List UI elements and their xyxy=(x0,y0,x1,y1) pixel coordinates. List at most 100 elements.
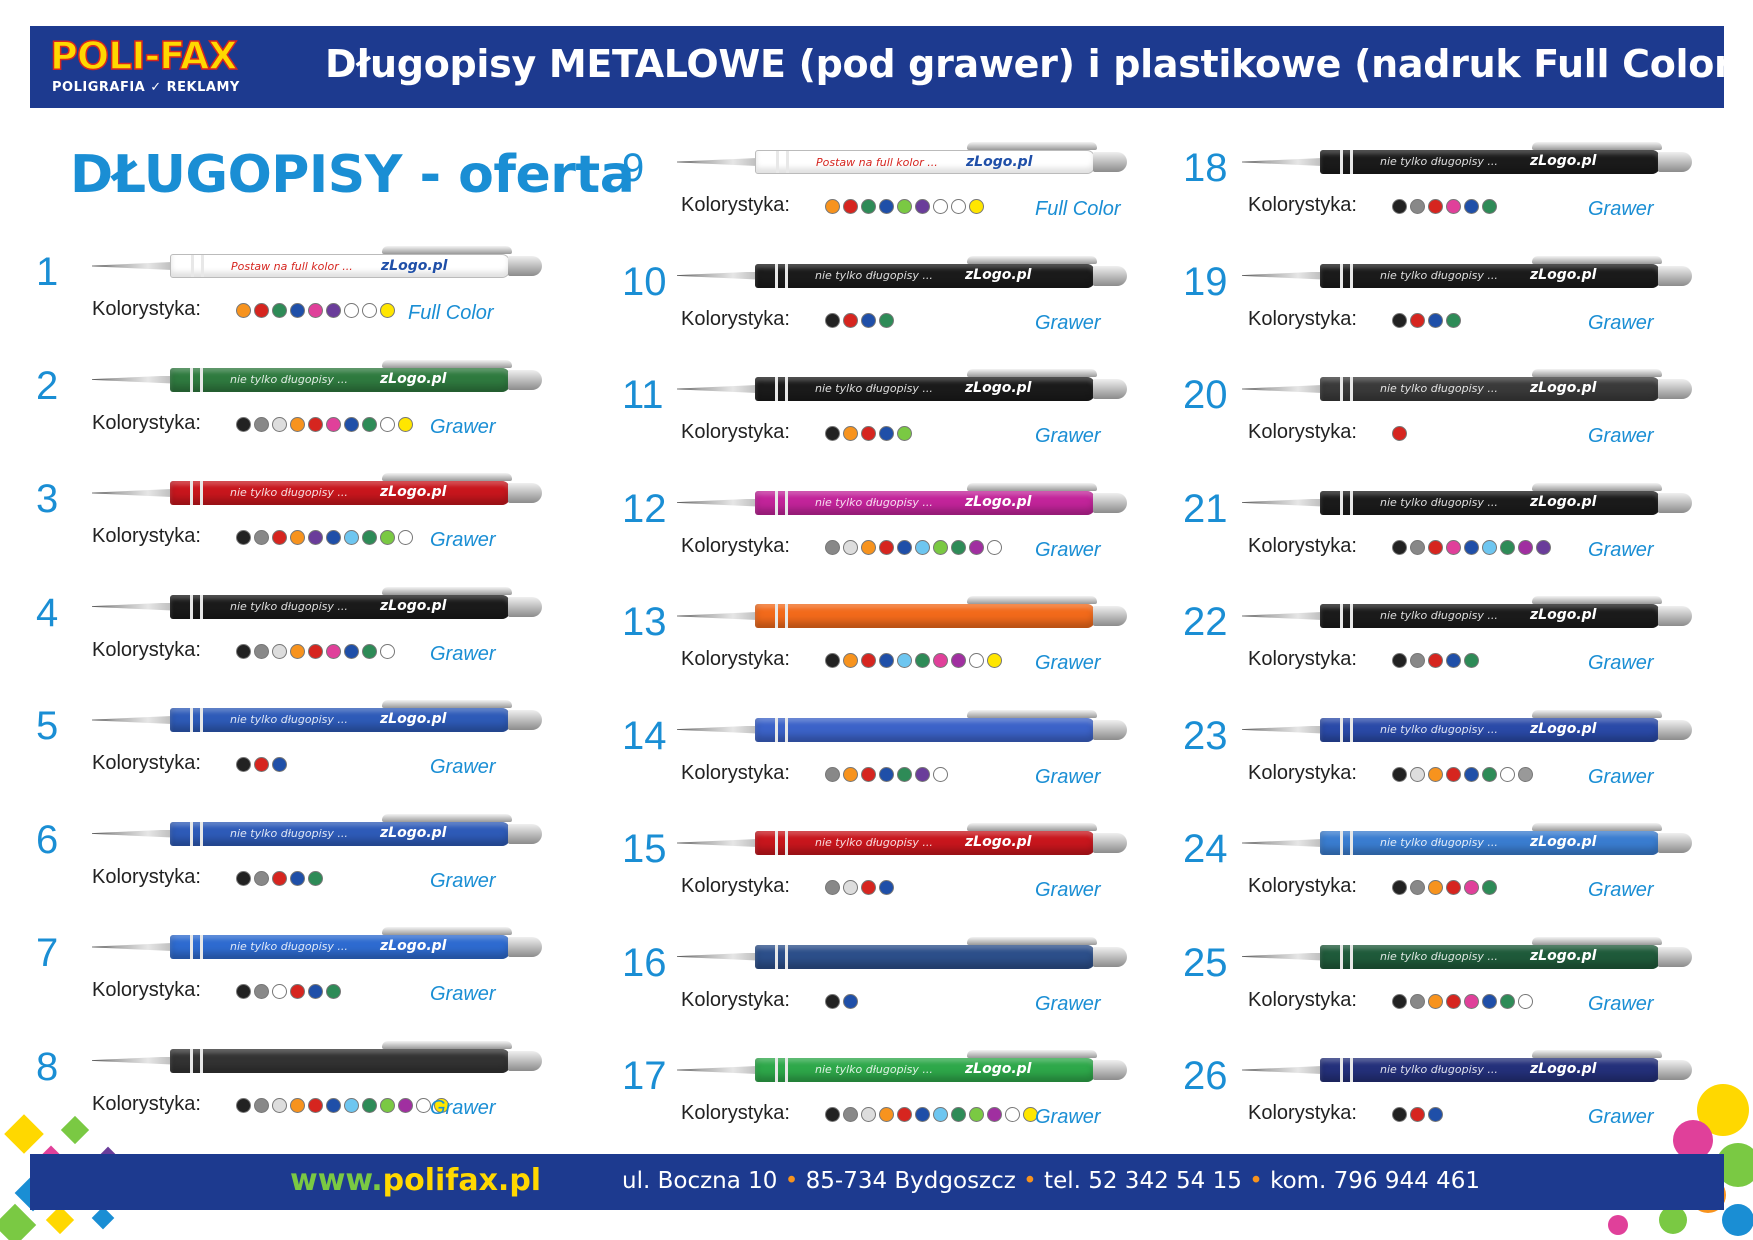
pen-logo-text: zLogo.pl xyxy=(1530,947,1597,964)
color-swatch xyxy=(825,653,840,668)
color-swatch xyxy=(861,539,876,555)
color-swatch xyxy=(344,1097,359,1113)
color-swatch xyxy=(951,653,966,668)
color-swatch xyxy=(1392,653,1407,668)
color-swatch xyxy=(398,1097,413,1113)
pen-ring xyxy=(1340,263,1343,288)
color-swatch xyxy=(1446,199,1461,214)
item-number: 8 xyxy=(36,1044,59,1089)
pen-barrel: Postaw na full kolor ... zLogo.pl xyxy=(170,254,510,278)
print-method: Grawer xyxy=(1588,992,1654,1015)
pen-image: nie tylko długopisy ... zLogo.pl xyxy=(92,700,552,734)
item-number: 11 xyxy=(622,373,664,417)
color-swatch xyxy=(1428,653,1443,668)
pen-barrel: nie tylko długopisy ... zLogo.pl xyxy=(1320,717,1660,742)
pen-clip xyxy=(1532,936,1662,945)
color-swatches xyxy=(825,312,894,328)
print-method: Grawer xyxy=(1588,311,1654,334)
print-method: Grawer xyxy=(1588,879,1654,901)
pen-clip xyxy=(967,1050,1097,1058)
color-swatch xyxy=(272,984,287,999)
print-method: Full Color xyxy=(408,302,494,324)
color-swatch xyxy=(326,643,341,659)
color-swatch xyxy=(879,653,894,668)
color-swatch xyxy=(254,1097,269,1113)
pen-image: nie tylko długopisy ... zLogo.pl xyxy=(92,813,552,848)
print-method: Grawer xyxy=(430,1096,496,1119)
pen-engraving-text: nie tylko długopisy ... xyxy=(1380,722,1498,736)
pen-tip xyxy=(92,602,172,611)
pen-item: 16 Kolorystyka: Grawer xyxy=(615,913,1175,1023)
separator-dot: • xyxy=(784,1168,799,1194)
color-swatch xyxy=(1392,1107,1407,1122)
item-number: 6 xyxy=(36,817,59,862)
pen-barrel: nie tylko długopisy ... zLogo.pl xyxy=(755,1058,1095,1082)
pen-clip xyxy=(967,482,1097,491)
pen-image: nie tylko długopisy ... zLogo.pl xyxy=(1242,823,1702,857)
color-swatch xyxy=(825,993,840,1009)
color-swatch xyxy=(879,1107,894,1122)
pen-ring xyxy=(1340,1058,1343,1082)
pen-ring xyxy=(775,263,778,288)
pen-logo-text: zLogo.pl xyxy=(380,597,447,614)
color-swatch xyxy=(1392,539,1407,555)
color-swatch xyxy=(1392,426,1407,441)
pen-engraving-text: nie tylko długopisy ... xyxy=(230,940,348,953)
street-address: ul. Boczna 10 xyxy=(622,1168,778,1194)
color-swatch xyxy=(362,416,377,432)
pen-ring xyxy=(775,490,778,515)
color-swatch xyxy=(861,312,876,328)
pen-barrel: nie tylko długopisy ... zLogo.pl xyxy=(755,490,1095,515)
color-swatches xyxy=(1392,539,1551,555)
pen-tip xyxy=(677,725,757,734)
pen-item: 20 nie tylko długopisy ... zLogo.pl Kolorys… xyxy=(1180,345,1740,455)
pen-image xyxy=(92,1040,552,1075)
pen-tip xyxy=(677,271,757,280)
mobile-number: kom. 796 944 461 xyxy=(1270,1168,1480,1194)
color-swatch xyxy=(1482,199,1497,214)
item-number: 15 xyxy=(622,827,667,871)
page-title: Długopisy METALOWE (pod grawer) i plasti… xyxy=(325,42,1750,86)
separator-dot: • xyxy=(1023,1168,1037,1194)
pen-image: nie tylko długopisy ... zLogo.pl xyxy=(677,482,1137,517)
pen-image: nie tylko długopisy ... zLogo.pl xyxy=(1242,709,1702,744)
color-swatch xyxy=(1005,1107,1020,1122)
pen-image: nie tylko długopisy ... zLogo.pl xyxy=(677,823,1137,857)
colorway-label: Kolorystyka: xyxy=(92,411,201,434)
color-swatch xyxy=(272,643,287,659)
pen-ring xyxy=(190,481,193,505)
color-swatch xyxy=(879,426,894,441)
color-swatch xyxy=(861,1107,876,1122)
color-swatch xyxy=(236,870,251,886)
offer-heading: DŁUGOPISY - oferta xyxy=(70,145,635,205)
pen-clip xyxy=(382,473,512,481)
color-swatch xyxy=(1464,653,1479,668)
pen-ring xyxy=(190,1048,193,1073)
pen-ring xyxy=(1340,717,1343,742)
pen-engraving-text: nie tylko długopisy ... xyxy=(815,382,933,395)
pen-image: nie tylko długopisy ... zLogo.pl xyxy=(1242,255,1702,290)
pen-barrel: nie tylko długopisy ... zLogo.pl xyxy=(170,821,510,846)
color-swatches xyxy=(1392,199,1497,214)
color-swatch xyxy=(1446,766,1461,782)
pen-ring xyxy=(785,377,788,401)
color-swatch xyxy=(362,303,377,318)
pen-engraving-text: nie tylko długopisy ... xyxy=(815,1063,933,1076)
pen-logo-text: zLogo.pl xyxy=(1530,607,1597,623)
color-swatch xyxy=(897,653,912,668)
color-swatches xyxy=(236,303,395,318)
pen-tip xyxy=(1242,952,1322,961)
item-number: 16 xyxy=(622,940,667,985)
website-link[interactable]: www.polifax.pl xyxy=(290,1163,541,1198)
pen-ring xyxy=(1340,377,1343,401)
pen-item: 6 nie tylko długopisy ... zLogo.pl Koloryst… xyxy=(30,790,590,900)
pen-clip xyxy=(967,369,1097,377)
pen-ring xyxy=(1340,150,1343,174)
color-swatches xyxy=(1392,1107,1443,1122)
pen-logo-text: zLogo.pl xyxy=(380,370,447,387)
pen-clip xyxy=(1532,1050,1662,1058)
pen-cap xyxy=(508,937,542,957)
separator-dot: • xyxy=(1249,1168,1263,1194)
color-swatch xyxy=(362,530,377,545)
color-swatch xyxy=(1392,766,1407,782)
